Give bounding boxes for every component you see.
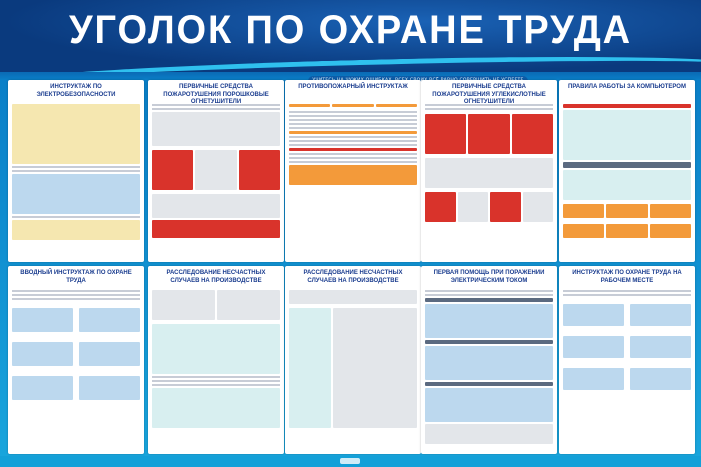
panel-title: ПЕРВАЯ ПОМОЩЬ ПРИ ПОРАЖЕНИИ ЭЛЕКТРИЧЕСКИ… xyxy=(433,270,545,284)
panel-content xyxy=(563,288,691,450)
panel-title: ПРОТИВОПОЖАРНЫЙ ИНСТРУКТАЖ xyxy=(298,84,408,90)
panel-title: ПРАВИЛА РАБОТЫ ЗА КОМПЬЮТЕРОМ xyxy=(568,84,686,90)
decorative-wave xyxy=(0,50,701,72)
panel-content xyxy=(152,102,280,258)
panel-title: ВВОДНЫЙ ИНСТРУКТАЖ ПО ОХРАНЕ ТРУДА xyxy=(20,270,132,284)
panel-content xyxy=(425,288,553,450)
poster-panel: ВВОДНЫЙ ИНСТРУКТАЖ ПО ОХРАНЕ ТРУДА xyxy=(8,266,144,454)
poster-panel: ИНСТРУКТАЖ ПО ОХРАНЕ ТРУДА НА РАБОЧЕМ МЕ… xyxy=(559,266,695,454)
panel-title: ИНСТРУКТАЖ ПО ЭЛЕКТРОБЕЗОПАСНОСТИ xyxy=(36,84,116,98)
panel-content xyxy=(289,102,417,258)
panel-content xyxy=(425,102,553,258)
panel-title: РАССЛЕДОВАНИЕ НЕСЧАСТНЫХ СЛУЧАЕВ НА ПРОИ… xyxy=(166,270,266,284)
panel-title: ПЕРВИЧНЫЕ СРЕДСТВА ПОЖАРОТУШЕНИЯ ПОРОШКО… xyxy=(163,84,269,105)
header: УГОЛОК ПО ОХРАНЕ ТРУДА xyxy=(0,0,701,72)
logo xyxy=(340,458,360,464)
stand-title: УГОЛОК ПО ОХРАНЕ ТРУДА xyxy=(68,8,633,52)
poster-panel: ИНСТРУКТАЖ ПО ЭЛЕКТРОБЕЗОПАСНОСТИ xyxy=(8,80,144,262)
poster-panel: ПЕРВАЯ ПОМОЩЬ ПРИ ПОРАЖЕНИИ ЭЛЕКТРИЧЕСКИ… xyxy=(421,266,557,454)
poster-panel: ПРАВИЛА РАБОТЫ ЗА КОМПЬЮТЕРОМ xyxy=(559,80,695,262)
footer-strip xyxy=(0,456,701,467)
panel-content xyxy=(12,288,140,450)
poster-panel: ПРОТИВОПОЖАРНЫЙ ИНСТРУКТАЖ xyxy=(285,80,421,262)
panel-content xyxy=(563,102,691,258)
panel-title: РАССЛЕДОВАНИЕ НЕСЧАСТНЫХ СЛУЧАЕВ НА ПРОИ… xyxy=(303,270,403,284)
panel-content xyxy=(152,288,280,450)
poster-panel: РАССЛЕДОВАНИЕ НЕСЧАСТНЫХ СЛУЧАЕВ НА ПРОИ… xyxy=(148,266,284,454)
panel-title: ИНСТРУКТАЖ ПО ОХРАНЕ ТРУДА НА РАБОЧЕМ МЕ… xyxy=(572,270,682,284)
panel-content xyxy=(289,288,417,450)
panel-content xyxy=(12,102,140,258)
poster-panel: ПЕРВИЧНЫЕ СРЕДСТВА ПОЖАРОТУШЕНИЯ УГЛЕКИС… xyxy=(421,80,557,262)
poster-panel: ПЕРВИЧНЫЕ СРЕДСТВА ПОЖАРОТУШЕНИЯ ПОРОШКО… xyxy=(148,80,284,262)
panel-title: ПЕРВИЧНЫЕ СРЕДСТВА ПОЖАРОТУШЕНИЯ УГЛЕКИС… xyxy=(432,84,546,105)
poster-panel: РАССЛЕДОВАНИЕ НЕСЧАСТНЫХ СЛУЧАЕВ НА ПРОИ… xyxy=(285,266,421,454)
